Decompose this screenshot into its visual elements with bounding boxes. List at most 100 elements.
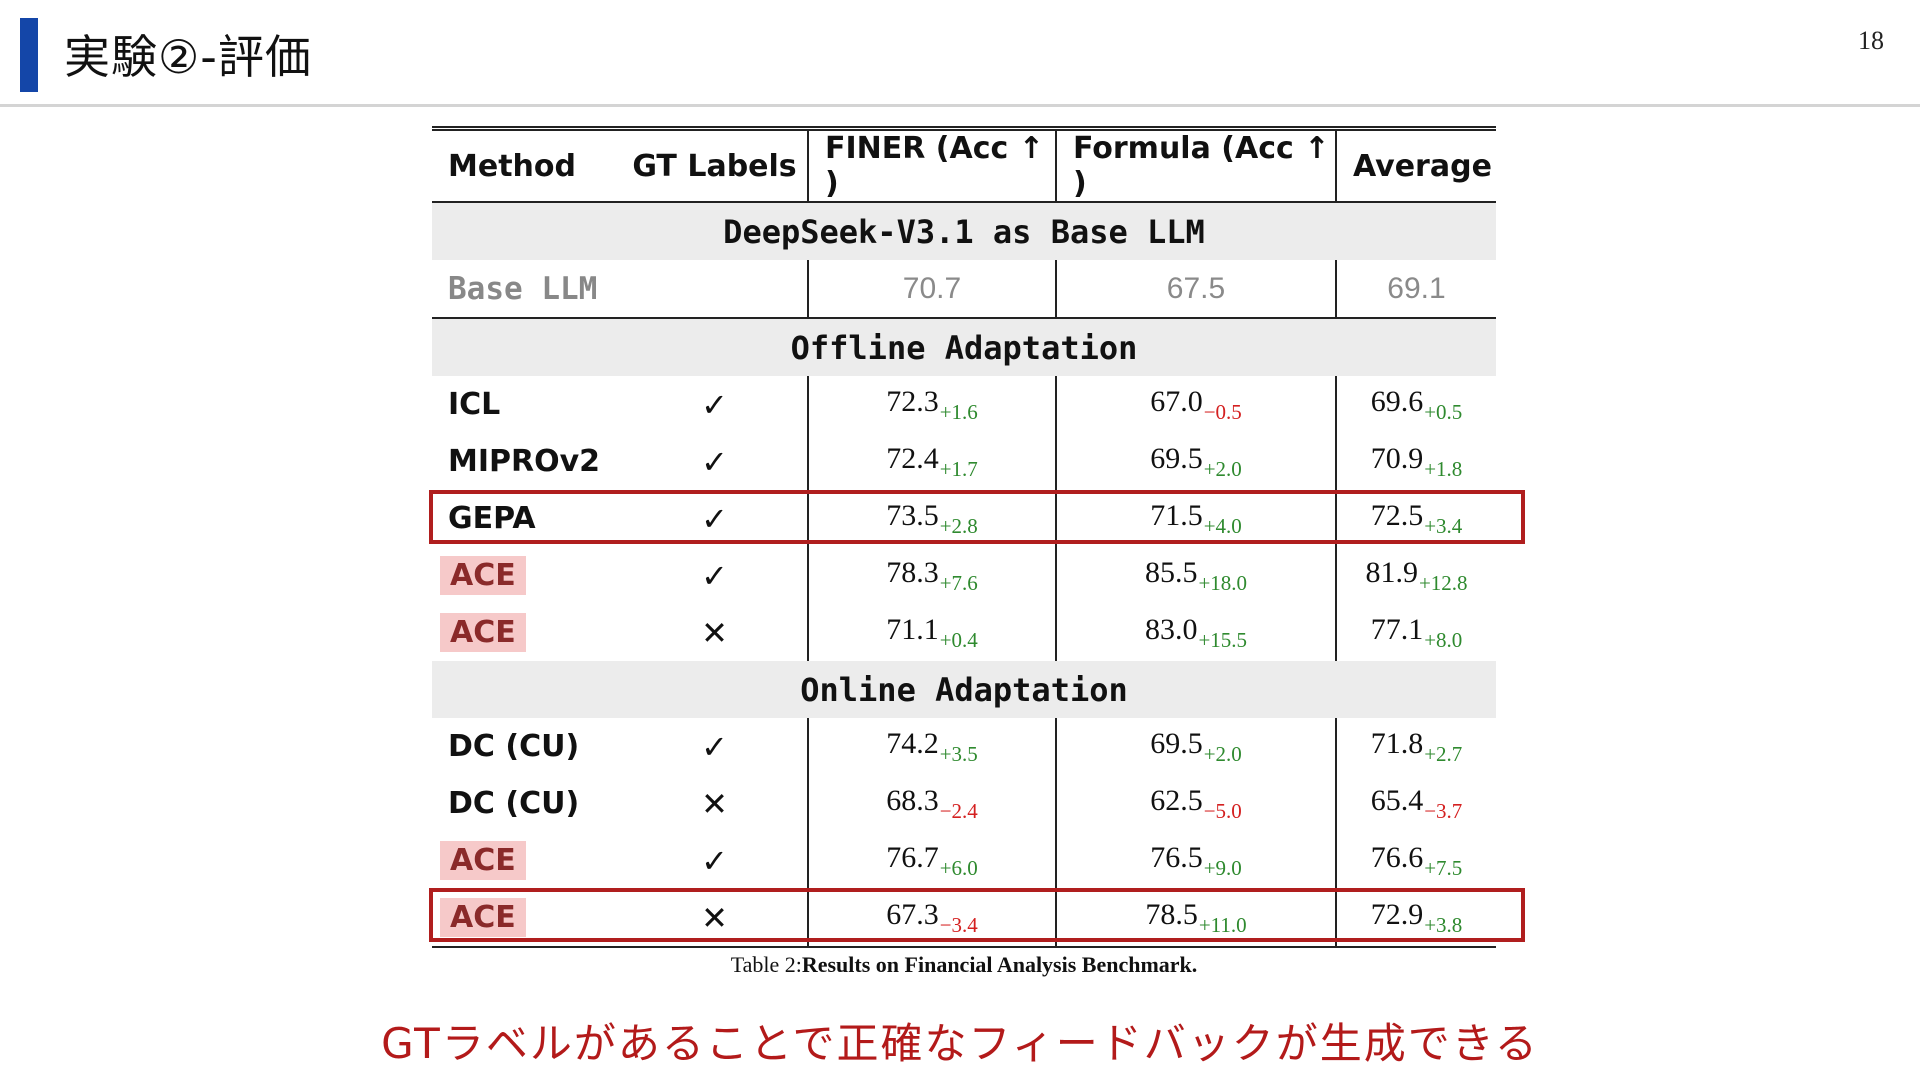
page-number: 18 xyxy=(1858,26,1884,55)
cell-delta: +2.8 xyxy=(939,513,978,538)
cross-icon: ✕ xyxy=(701,784,728,823)
cell-delta: +7.5 xyxy=(1424,855,1463,880)
cell-delta: +12.8 xyxy=(1418,570,1468,595)
cell-formula: 85.5+18.0 xyxy=(1055,547,1336,604)
cell-value: 70.9 xyxy=(1370,441,1424,475)
cell-delta: +1.6 xyxy=(939,399,978,424)
cell-formula: 69.5+2.0 xyxy=(1055,718,1336,775)
table-row: ICL ✓ 72.3+1.6 67.0−0.5 69.6+0.5 xyxy=(432,376,1496,433)
cell-delta: +2.7 xyxy=(1424,741,1463,766)
cell-delta: +7.6 xyxy=(939,570,978,595)
table-row: ACE ✓ 76.7+6.0 76.5+9.0 76.6+7.5 xyxy=(432,832,1496,889)
cell-delta: +6.0 xyxy=(939,855,978,880)
cell-delta: +3.5 xyxy=(939,741,978,766)
header-finer: FINER (Acc ↑ ) xyxy=(807,128,1056,203)
table-row: ACE ✕ 67.3−3.4 78.5+11.0 72.9+3.8 xyxy=(432,889,1496,948)
cell-delta: +3.8 xyxy=(1424,912,1463,937)
cell-formula: 67.0−0.5 xyxy=(1055,376,1336,433)
cell-delta: −5.0 xyxy=(1203,798,1242,823)
cell-finer: 73.5+2.8 xyxy=(807,490,1056,547)
cell-finer: 78.3+7.6 xyxy=(807,547,1056,604)
section-title: DeepSeek-V3.1 as Base LLM xyxy=(432,202,1496,260)
table-row: ACE ✓ 78.3+7.6 85.5+18.0 81.9+12.8 xyxy=(432,547,1496,604)
row-method: ACE xyxy=(432,889,622,948)
conclusion-note: GTラベルがあることで正確なフィードバックが生成できる xyxy=(381,1019,1539,1068)
cell-delta: −3.4 xyxy=(939,912,978,937)
section-title: Online Adaptation xyxy=(432,661,1496,718)
row-method: GEPA xyxy=(448,501,536,536)
ace-method-label: ACE xyxy=(440,556,526,595)
cell-value: 74.2 xyxy=(886,726,939,760)
table-row: GEPA ✓ 73.5+2.8 71.5+4.0 72.5+3.4 xyxy=(432,490,1496,547)
table-row: ACE ✕ 71.1+0.4 83.0+15.5 77.1+8.0 xyxy=(432,604,1496,661)
cell-value: 81.9 xyxy=(1365,555,1418,589)
cell-finer: 72.3+1.6 xyxy=(807,376,1056,433)
cell-average: 81.9+12.8 xyxy=(1335,547,1496,604)
row-method: MIPROv2 xyxy=(448,444,601,479)
cell-delta: +9.0 xyxy=(1203,855,1242,880)
cell-delta: +0.5 xyxy=(1424,399,1463,424)
ace-method-label: ACE xyxy=(440,613,526,652)
cell-value: 76.7 xyxy=(886,840,939,874)
row-method: ACE xyxy=(432,547,622,604)
cell-value: 65.4 xyxy=(1370,783,1424,817)
table-caption: Table 2:Results on Financial Analysis Be… xyxy=(432,952,1496,978)
checkmark-icon: ✓ xyxy=(701,442,728,481)
cell-delta: −2.4 xyxy=(939,798,978,823)
checkmark-icon: ✓ xyxy=(701,499,728,538)
cell-finer: 68.3−2.4 xyxy=(807,775,1056,832)
row-method: ICL xyxy=(448,387,501,422)
slide-title: 実験②-評価 xyxy=(64,30,312,84)
cell-value: 67.0 xyxy=(1150,384,1203,418)
cell-average: 71.8+2.7 xyxy=(1335,718,1496,775)
cell-value: 72.3 xyxy=(886,384,939,418)
caption-title: Results on Financial Analysis Benchmark. xyxy=(801,952,1198,977)
cell-value: 72.4 xyxy=(886,441,939,475)
cell-delta: +3.4 xyxy=(1424,513,1463,538)
cell-value: 76.6 xyxy=(1370,840,1424,874)
cell-finer: 70.7 xyxy=(807,260,1056,318)
cell-value: 85.5 xyxy=(1144,555,1198,589)
table-row: DC (CU) ✕ 68.3−2.4 62.5−5.0 65.4−3.7 xyxy=(432,775,1496,832)
cross-icon: ✕ xyxy=(701,613,728,652)
cell-delta: +4.0 xyxy=(1203,513,1242,538)
row-method: DC (CU) xyxy=(448,729,580,764)
header-gt-labels: GT Labels xyxy=(622,128,808,203)
caption-prefix: Table 2: xyxy=(730,952,802,977)
checkmark-icon: ✓ xyxy=(701,841,728,880)
cell-delta: +1.7 xyxy=(939,456,978,481)
row-method: ACE xyxy=(432,832,622,889)
header-average: Average xyxy=(1335,128,1496,203)
cell-delta: +15.5 xyxy=(1198,627,1248,652)
cell-delta: −0.5 xyxy=(1203,399,1242,424)
cell-delta: +11.0 xyxy=(1198,912,1247,937)
cell-delta: +1.8 xyxy=(1424,456,1463,481)
cell-finer: 71.1+0.4 xyxy=(807,604,1056,661)
cell-formula: 78.5+11.0 xyxy=(1055,889,1336,948)
cell-value: 71.1 xyxy=(886,612,939,646)
cell-formula: 83.0+15.5 xyxy=(1055,604,1336,661)
results-table: Method GT Labels FINER (Acc ↑ ) Formula … xyxy=(432,126,1496,948)
cell-value: 78.5 xyxy=(1145,897,1198,931)
title-accent-bar xyxy=(20,18,38,92)
ace-method-label: ACE xyxy=(440,841,526,880)
cell-formula: 71.5+4.0 xyxy=(1055,490,1336,547)
checkmark-icon: ✓ xyxy=(701,556,728,595)
header-formula: Formula (Acc ↑ ) xyxy=(1055,128,1336,203)
cell-value: 69.5 xyxy=(1150,726,1203,760)
cell-average: 65.4−3.7 xyxy=(1335,775,1496,832)
row-method: DC (CU) xyxy=(448,786,580,821)
cell-average: 72.9+3.8 xyxy=(1335,889,1496,948)
table-row: Base LLM 70.7 67.5 69.1 xyxy=(432,260,1496,318)
cell-average: 76.6+7.5 xyxy=(1335,832,1496,889)
cell-formula: 62.5−5.0 xyxy=(1055,775,1336,832)
cell-finer: 76.7+6.0 xyxy=(807,832,1056,889)
cell-value: 73.5 xyxy=(886,498,939,532)
cell-finer: 67.3−3.4 xyxy=(807,889,1056,948)
cell-delta: +2.0 xyxy=(1203,456,1242,481)
cell-value: 76.5 xyxy=(1150,840,1203,874)
cell-value: 62.5 xyxy=(1150,783,1203,817)
cell-value: 72.5 xyxy=(1370,498,1424,532)
results-table-container: Method GT Labels FINER (Acc ↑ ) Formula … xyxy=(429,126,1525,977)
title-divider xyxy=(0,104,1920,107)
